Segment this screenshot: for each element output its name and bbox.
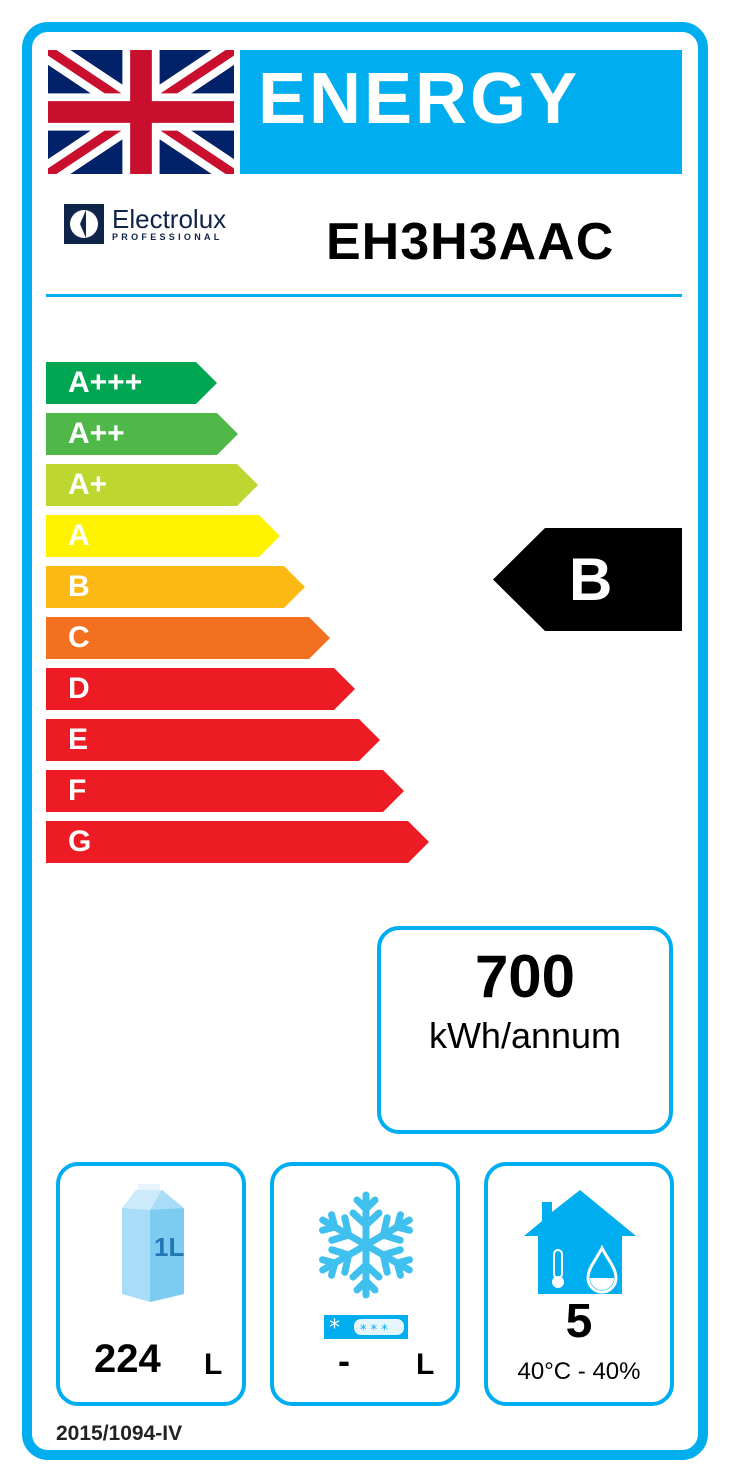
consumption-unit: kWh/annum (428, 1015, 622, 1056)
svg-text:*: * (329, 1316, 340, 1339)
climate-conditions: 40°C - 40% (517, 1358, 641, 1385)
energy-class-bar-8: F (46, 770, 404, 812)
regulation-reference: 2015/1094-IV (56, 1422, 183, 1445)
energy-class-bar-2: A+ (46, 464, 258, 506)
climate-class-box: 5 40°C - 40% (484, 1162, 674, 1406)
consumption-box: 700 kWh/annum (377, 926, 673, 1134)
frozen-volume-value: - (338, 1340, 350, 1381)
house-thermometer-drop-icon (524, 1190, 636, 1294)
energy-class-bar-6: D (46, 668, 355, 710)
svg-text:* * *: * * * (360, 1323, 388, 1338)
brand-subtitle: PROFESSIONAL (112, 232, 223, 242)
energy-title: ENERGY (240, 50, 682, 174)
fresh-volume-unit: L (204, 1348, 223, 1381)
snowflake-icon (318, 1191, 414, 1300)
electrolux-logo-icon (64, 204, 104, 244)
energy-class-bar-7: E (46, 719, 380, 761)
brand-name: Electrolux (112, 204, 227, 234)
consumption-value: 700 (474, 943, 576, 1010)
frozen-volume-box: * * * * - L (270, 1162, 460, 1406)
label-frame (22, 22, 708, 1460)
model-number: EH3H3AAC (326, 213, 615, 271)
energy-class-bar-1: A++ (46, 413, 238, 455)
energy-class-bar-5: C (46, 617, 330, 659)
energy-class-bar-4: B (46, 566, 305, 608)
milk-carton-icon: 1L (122, 1184, 184, 1302)
carton-label: 1L (154, 1232, 184, 1262)
energy-class-bar-3: A (46, 515, 280, 557)
divider (46, 294, 682, 297)
energy-class-bar-0: A+++ (46, 362, 217, 404)
brand-logo: Electrolux PROFESSIONAL (64, 204, 226, 244)
union-jack-flag-icon (48, 50, 234, 174)
climate-class-value: 5 (565, 1295, 593, 1348)
fresh-volume-box: 1L 224 L (56, 1162, 246, 1406)
freezer-star-rating-icon: * * * * (324, 1315, 408, 1339)
frozen-volume-unit: L (416, 1348, 435, 1381)
energy-class-bar-9: G (46, 821, 429, 863)
fresh-volume-value: 224 (94, 1337, 161, 1381)
